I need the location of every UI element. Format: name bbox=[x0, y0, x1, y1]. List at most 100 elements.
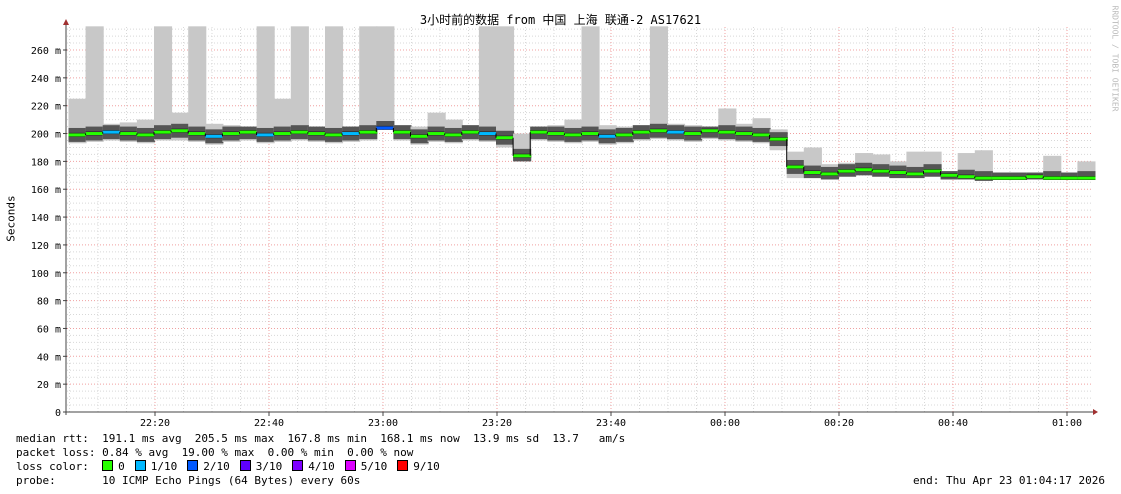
legend-label: 3/10 bbox=[255, 460, 283, 473]
rrdtool-watermark: RRDTOOL / TOBI OETIKER bbox=[1110, 5, 1120, 112]
y-tick-label: 200 m bbox=[31, 130, 61, 141]
median-point bbox=[119, 132, 138, 136]
smoke-range bbox=[478, 26, 497, 142]
x-axis-arrow bbox=[1093, 409, 1098, 415]
median-point bbox=[632, 130, 651, 134]
legend-swatch bbox=[239, 460, 251, 471]
y-tick-label: 0 bbox=[55, 408, 61, 419]
smoke-range bbox=[188, 26, 207, 142]
legend-item: 9/10 bbox=[397, 460, 440, 473]
median-point bbox=[667, 130, 686, 134]
x-tick-label: 23:00 bbox=[368, 418, 398, 429]
median-point bbox=[581, 132, 600, 136]
legend-item: 3/10 bbox=[239, 460, 283, 473]
median-point bbox=[718, 130, 737, 134]
x-tick-label: 00:20 bbox=[824, 418, 854, 429]
smoke-core bbox=[1043, 171, 1062, 180]
median-point bbox=[205, 134, 224, 138]
median-point bbox=[256, 133, 275, 137]
x-tick-label: 22:20 bbox=[140, 418, 170, 429]
median-point bbox=[307, 132, 326, 136]
smoke-range bbox=[359, 26, 378, 141]
median-point bbox=[239, 130, 258, 134]
chart-title: 3小时前的数据 from 中国 上海 联通-2 AS17621 bbox=[419, 13, 702, 27]
legend-label: 4/10 bbox=[308, 460, 335, 473]
loss-color-legend: loss color: 0 1/10 2/10 3/10 4/10 5/10 9/10 bbox=[16, 460, 450, 473]
median-point bbox=[1060, 176, 1079, 180]
packet-loss-stats: packet loss: 0.84 % avg 19.00 % max 0.00… bbox=[16, 446, 414, 459]
legend-label: 2/10 bbox=[203, 460, 230, 473]
smoke-range bbox=[496, 26, 515, 148]
median-point bbox=[1026, 175, 1045, 179]
median-point bbox=[461, 130, 480, 134]
smoke-range bbox=[581, 26, 600, 142]
median-point bbox=[547, 132, 566, 136]
median-point bbox=[906, 172, 925, 176]
median-point bbox=[188, 132, 207, 136]
x-tick-label: 23:20 bbox=[482, 418, 512, 429]
legend-swatch bbox=[397, 460, 409, 471]
legend-item: 4/10 bbox=[292, 460, 335, 473]
median-point bbox=[923, 169, 942, 173]
median-point bbox=[102, 130, 121, 134]
median-point bbox=[1009, 176, 1028, 180]
y-tick-label: 260 m bbox=[31, 46, 61, 57]
median-point bbox=[68, 133, 87, 137]
y-tick-label: 180 m bbox=[31, 157, 61, 168]
y-axis-arrow bbox=[63, 19, 69, 25]
median-point bbox=[974, 176, 993, 180]
median-point bbox=[786, 165, 805, 169]
median-point bbox=[325, 133, 344, 137]
median-point bbox=[410, 134, 429, 138]
y-tick-label: 80 m bbox=[37, 297, 61, 308]
smoke-range bbox=[85, 26, 104, 142]
median-point bbox=[359, 130, 378, 134]
median-rtt-stats: median rtt: 191.1 ms avg 205.5 ms max 16… bbox=[16, 432, 626, 445]
median-point bbox=[1043, 176, 1062, 180]
y-tick-label: 160 m bbox=[31, 185, 61, 196]
median-point bbox=[820, 172, 839, 176]
legend-label: 1/10 bbox=[150, 460, 178, 473]
y-tick-label: 60 m bbox=[37, 324, 61, 335]
legend-label: 5/10 bbox=[360, 460, 388, 473]
median-point bbox=[273, 132, 292, 136]
smoke-range bbox=[649, 26, 668, 140]
legend-item: 1/10 bbox=[134, 460, 178, 473]
median-point bbox=[855, 168, 874, 172]
probe-info: probe: 10 ICMP Echo Pings (64 Bytes) eve… bbox=[16, 474, 361, 487]
median-point bbox=[803, 171, 822, 175]
median-point bbox=[752, 133, 771, 137]
median-point bbox=[85, 132, 104, 136]
median-point bbox=[154, 130, 173, 134]
median-point bbox=[530, 130, 549, 134]
y-tick-label: 140 m bbox=[31, 213, 61, 224]
legend-swatch bbox=[102, 460, 114, 471]
legend-item: 0 bbox=[102, 460, 125, 473]
median-point bbox=[171, 129, 190, 133]
median-point bbox=[889, 171, 908, 175]
median-point bbox=[1077, 176, 1096, 180]
smoke-core bbox=[1077, 171, 1096, 180]
y-tick-label: 40 m bbox=[37, 352, 61, 363]
smoke-range bbox=[376, 26, 395, 130]
y-axis-label: Seconds bbox=[4, 195, 18, 242]
x-tick-label: 01:00 bbox=[1052, 418, 1082, 429]
median-point bbox=[393, 130, 412, 134]
median-point bbox=[872, 169, 891, 173]
median-point bbox=[598, 134, 617, 138]
legend-swatch bbox=[187, 460, 199, 471]
legend-item: 2/10 bbox=[187, 460, 230, 473]
legend-swatch bbox=[134, 460, 146, 471]
median-point bbox=[290, 130, 309, 134]
median-point bbox=[496, 136, 515, 140]
median-point bbox=[838, 169, 857, 173]
median-point bbox=[444, 133, 463, 137]
median-point bbox=[136, 133, 155, 137]
legend-label: 9/10 bbox=[413, 460, 440, 473]
smoke-range bbox=[325, 26, 344, 144]
legend-swatch bbox=[292, 460, 304, 471]
legend-swatch bbox=[344, 460, 356, 471]
median-point bbox=[615, 133, 634, 137]
legend-items: 0 1/10 2/10 3/10 4/10 5/10 9/10 bbox=[102, 460, 450, 473]
